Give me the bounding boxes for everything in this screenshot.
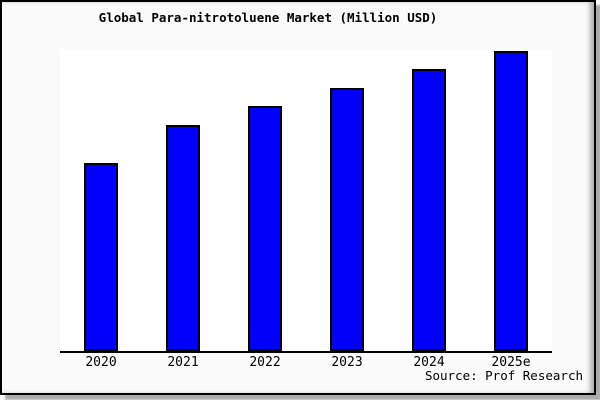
x-tick-label-2024: 2024 — [413, 355, 445, 370]
bar-2021 — [166, 125, 200, 351]
bar-2020 — [84, 162, 118, 351]
source-credit: Source: Prof Research — [424, 368, 583, 383]
x-tick-label-2025e: 2025e — [491, 355, 531, 370]
x-tick-label-2023: 2023 — [331, 355, 363, 370]
x-tick-label-2022: 2022 — [249, 355, 281, 370]
x-tick-label-2020: 2020 — [85, 355, 117, 370]
bar-2024 — [412, 69, 446, 351]
chart-title: Global Para-nitrotoluene Market (Million… — [98, 10, 438, 25]
bar-2022 — [248, 106, 282, 351]
bar-2023 — [330, 88, 364, 351]
plot-area — [60, 49, 552, 353]
x-tick-label-2021: 2021 — [167, 355, 199, 370]
bar-2025e — [494, 50, 528, 351]
